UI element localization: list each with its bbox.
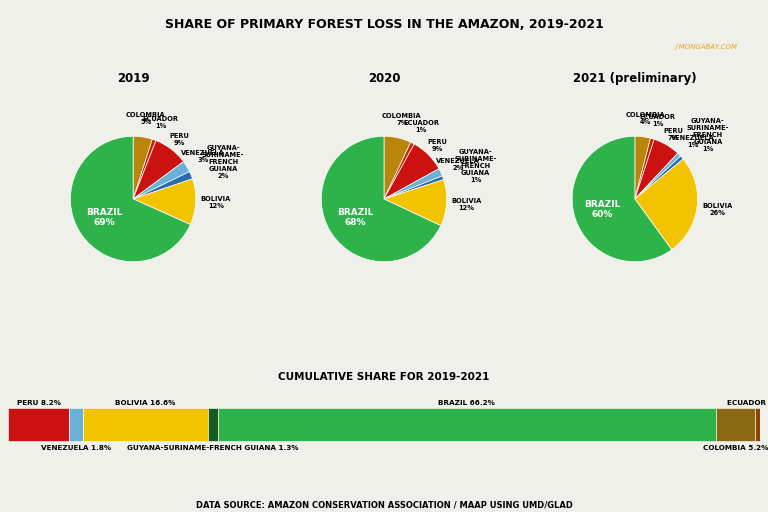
Text: PERU
7%: PERU 7% [664,127,683,141]
Text: BOLIVIA
26%: BOLIVIA 26% [702,203,732,216]
Bar [755,408,760,441]
Bar [208,408,217,441]
Text: COLOMBIA
4%: COLOMBIA 4% [625,112,665,124]
Text: ECUADOR
1%: ECUADOR 1% [143,116,178,129]
Wedge shape [635,199,672,250]
Text: ECUADOR
1%: ECUADOR 1% [640,114,676,127]
Wedge shape [635,159,697,250]
Text: ECUADOR 0.7%: ECUADOR 0.7% [727,400,768,406]
Text: BRAZIL
60%: BRAZIL 60% [584,200,621,219]
Wedge shape [133,141,184,199]
Text: VENEZUELA
3%: VENEZUELA 3% [181,150,225,163]
Wedge shape [635,136,650,199]
Text: BRAZIL
69%: BRAZIL 69% [86,208,122,227]
Text: SHARE OF PRIMARY FOREST LOSS IN THE AMAZON, 2019-2021: SHARE OF PRIMARY FOREST LOSS IN THE AMAZ… [164,18,604,31]
Wedge shape [133,172,193,199]
Wedge shape [384,136,411,199]
Text: BOLIVIA
12%: BOLIVIA 12% [200,196,231,209]
Text: GUYANA-SURINAME-FRENCH GUIANA 1.3%: GUYANA-SURINAME-FRENCH GUIANA 1.3% [127,445,299,451]
Title: 2019: 2019 [117,72,150,85]
Text: VENEZUELA
1%: VENEZUELA 1% [670,135,714,148]
Text: ECUADOR
1%: ECUADOR 1% [403,120,439,133]
Bar [716,408,755,441]
Text: COLOMBIA
7%: COLOMBIA 7% [382,113,422,126]
Text: VENEZUELA
2%: VENEZUELA 2% [436,158,480,171]
Wedge shape [384,199,441,226]
Text: VENEZUELA 1.8%: VENEZUELA 1.8% [41,445,111,451]
Wedge shape [635,138,654,199]
Bar [69,408,83,441]
Title: 2020: 2020 [368,72,400,85]
Wedge shape [321,136,441,262]
Wedge shape [384,169,442,199]
Text: BOLIVIA 16.6%: BOLIVIA 16.6% [115,400,176,406]
Wedge shape [635,156,684,199]
Wedge shape [133,179,196,225]
Text: COLOMBIA
5%: COLOMBIA 5% [126,112,166,125]
Wedge shape [384,144,439,199]
Bar [217,408,716,441]
Bar [8,408,69,441]
Title: CUMULATIVE SHARE FOR 2019-2021: CUMULATIVE SHARE FOR 2019-2021 [278,372,490,382]
Text: PERU
9%: PERU 9% [169,133,189,146]
Text: BRAZIL
68%: BRAZIL 68% [336,208,373,227]
Text: / MONGABAY.COM: / MONGABAY.COM [674,44,737,50]
Wedge shape [133,162,190,199]
Wedge shape [71,136,190,262]
Text: PERU
9%: PERU 9% [427,139,447,152]
Text: GUYANA-
SURINAME-
FRENCH
GUIANA
1%: GUYANA- SURINAME- FRENCH GUIANA 1% [455,149,497,183]
Bar [83,408,208,441]
Text: BRAZIL 66.2%: BRAZIL 66.2% [439,400,495,406]
Title: 2021 (preliminary): 2021 (preliminary) [573,72,697,85]
Wedge shape [384,142,414,199]
Wedge shape [635,139,678,199]
Wedge shape [384,176,444,199]
Text: BOLIVIA
12%: BOLIVIA 12% [452,198,482,210]
Text: GUYANA-
SURINAME-
FRENCH
GUIANA
1%: GUYANA- SURINAME- FRENCH GUIANA 1% [687,118,729,152]
Text: PERU 8.2%: PERU 8.2% [17,400,61,406]
Wedge shape [133,199,190,225]
Text: GUYANA-
SURINAME-
FRENCH
GUIANA
2%: GUYANA- SURINAME- FRENCH GUIANA 2% [202,145,244,179]
Wedge shape [384,180,447,226]
Text: COLOMBIA 5.2%: COLOMBIA 5.2% [703,445,768,451]
Wedge shape [133,136,152,199]
Text: DATA SOURCE: AMAZON CONSERVATION ASSOCIATION / MAAP USING UMD/GLAD: DATA SOURCE: AMAZON CONSERVATION ASSOCIA… [196,500,572,509]
Wedge shape [635,153,680,199]
Wedge shape [572,136,672,262]
Wedge shape [133,139,156,199]
